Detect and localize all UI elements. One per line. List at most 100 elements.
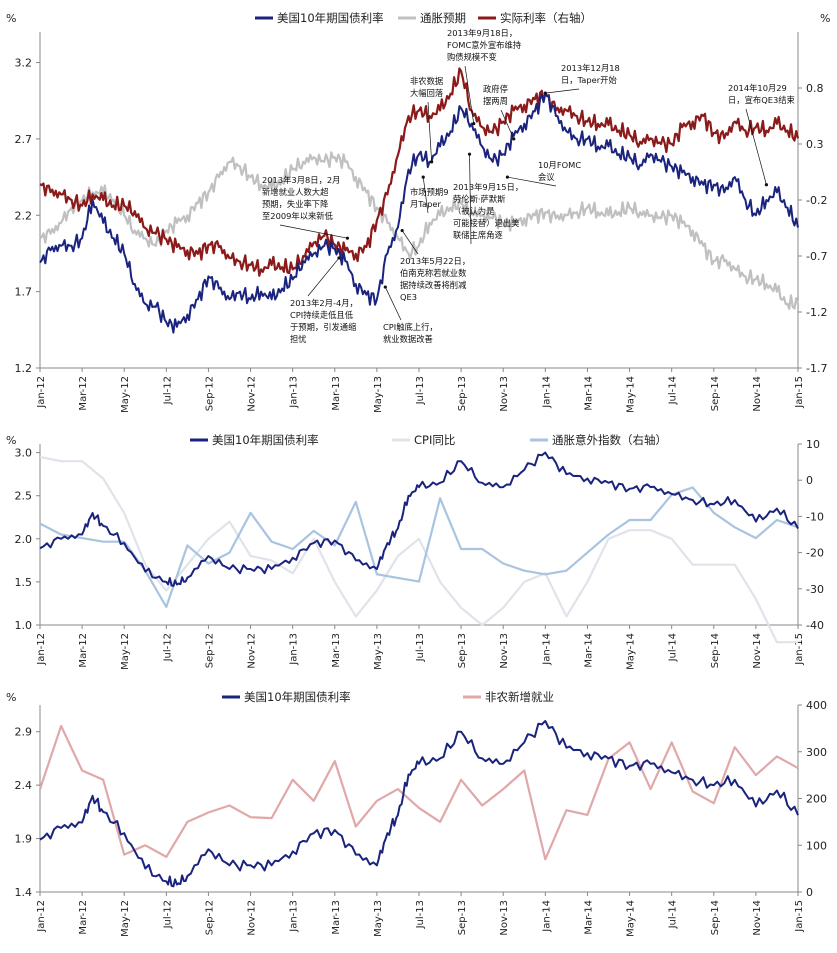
annotation-arrow <box>464 65 475 124</box>
right-tick-label: 300 <box>806 746 827 759</box>
x-tick-label: Jul-13 <box>415 633 426 662</box>
right-tick-label: 0.3 <box>806 138 824 151</box>
left-unit-label: % <box>6 12 16 25</box>
x-tick-label: Mar-13 <box>331 900 342 935</box>
right-tick-label: -1.7 <box>806 362 827 375</box>
legend-label: 实际利率（右轴） <box>500 11 592 25</box>
x-tick-label: Nov-13 <box>499 900 510 936</box>
annotation-text: 10月FOMC <box>538 160 581 170</box>
x-tick-label: Nov-13 <box>499 633 510 669</box>
series-line-2 <box>39 151 800 310</box>
left-unit-label: % <box>6 691 16 704</box>
annotation-text: 联储主席角逐 <box>453 230 503 240</box>
x-tick-label: May-14 <box>626 376 637 413</box>
annotation-arrow-head <box>764 183 769 187</box>
annotation-text: 2013年9月18日， <box>447 28 517 38</box>
right-tick-label: 0 <box>806 886 813 899</box>
left-tick-label: 1.0 <box>15 619 33 632</box>
annotation-arrow <box>745 108 767 185</box>
annotation-arrow <box>427 101 432 162</box>
right-tick-label: -30 <box>806 583 824 596</box>
x-tick-label: Jul-12 <box>162 633 173 662</box>
x-tick-label: May-12 <box>120 900 131 937</box>
left-tick-label: 2.5 <box>15 490 33 503</box>
x-tick-label: Sep-12 <box>204 900 215 935</box>
left-tick-label: 1.4 <box>15 886 33 899</box>
right-tick-label: 0 <box>806 474 813 487</box>
x-tick-label: Jul-14 <box>668 633 679 662</box>
annotation-arrow <box>384 286 402 321</box>
x-tick-label: Sep-13 <box>457 900 468 935</box>
legend-label: 美国10年期国债利率 <box>212 433 319 447</box>
right-tick-label: -40 <box>806 619 824 632</box>
annotation-arrow <box>507 176 557 187</box>
x-tick-label: Mar-14 <box>583 376 594 411</box>
left-tick-label: 2.0 <box>15 533 33 546</box>
annotation-text: 月Taper <box>410 199 441 209</box>
annotation-text: 新增就业人数大超 <box>262 187 329 197</box>
x-tick-label: Sep-12 <box>204 633 215 668</box>
right-tick-label: 10 <box>806 438 820 451</box>
x-tick-label: Sep-14 <box>710 900 721 935</box>
annotation-arrow-head <box>512 137 516 141</box>
x-tick-label: Sep-13 <box>457 633 468 668</box>
x-tick-label: Nov-12 <box>247 376 258 412</box>
annotation-arrow-head <box>337 256 341 260</box>
right-tick-label: 100 <box>806 839 827 852</box>
x-tick-label: Jul-14 <box>668 900 679 929</box>
annotation-text: CPI触底上行， <box>383 322 438 332</box>
annotation-text: 市场预期9 <box>410 187 448 197</box>
annotation-arrow-head <box>472 122 476 126</box>
legend-label: 通胀意外指数（右轴） <box>552 433 667 447</box>
annotation-text: 至2009年以来新低 <box>262 211 334 221</box>
x-tick-label: Mar-12 <box>78 376 89 411</box>
annotation-text: 预期，失业率下降 <box>262 199 329 209</box>
x-tick-label: May-14 <box>626 633 637 670</box>
right-tick-label: -0.2 <box>806 194 827 207</box>
left-unit-label: % <box>6 434 16 447</box>
x-tick-label: Jan-15 <box>794 376 805 409</box>
x-tick-label: Jul-12 <box>162 900 173 929</box>
x-tick-label: Jul-12 <box>162 376 173 405</box>
annotation-text: 伯南克称若就业数 <box>400 268 467 278</box>
annotation-text: 2014年10月29 <box>728 83 787 93</box>
annotation-arrow <box>422 177 429 214</box>
x-tick-label: Jul-14 <box>668 376 679 405</box>
x-tick-label: May-13 <box>373 376 384 413</box>
annotation-text: 大幅回落 <box>410 88 444 98</box>
series-line-3 <box>39 486 799 608</box>
x-tick-label: Sep-13 <box>457 376 468 411</box>
left-tick-label: 1.2 <box>15 362 33 375</box>
left-tick-label: 1.7 <box>15 286 33 299</box>
x-tick-label: Nov-14 <box>752 900 763 936</box>
annotation-text: 日，Taper开始 <box>561 75 617 85</box>
annotation-text: 可能接替）退出美 <box>453 218 519 228</box>
right-tick-label: -1.2 <box>806 306 827 319</box>
annotation-text: （被认为是 <box>453 206 495 216</box>
right-tick-label: -10 <box>806 510 824 523</box>
annotation-arrow-head <box>430 160 434 164</box>
annotation-text: 2013年3月8日，2月 <box>262 175 340 185</box>
legend-label: CPI同比 <box>414 433 455 447</box>
series-line-1 <box>39 720 799 888</box>
x-tick-label: Jan-13 <box>289 376 300 409</box>
annotation-text: 担忧 <box>290 334 307 344</box>
annotation-text: 2013年5月22日， <box>400 256 470 266</box>
annotation-arrow-head <box>467 152 472 156</box>
x-tick-label: Jul-13 <box>415 900 426 929</box>
right-tick-label: -0.7 <box>806 250 827 263</box>
left-tick-label: 2.2 <box>15 209 33 222</box>
x-tick-label: Mar-12 <box>78 900 89 935</box>
x-tick-label: Mar-12 <box>78 633 89 668</box>
x-tick-label: Jan-14 <box>541 633 552 666</box>
annotation-text: FOMC意外宣布维持 <box>447 40 521 50</box>
annotation-text: 购债规模不变 <box>447 52 497 62</box>
annotation-arrow <box>401 230 419 255</box>
left-tick-label: 2.9 <box>15 726 33 739</box>
x-tick-label: Jan-14 <box>541 900 552 933</box>
annotation-arrow <box>469 154 472 245</box>
annotation-arrow <box>307 257 340 297</box>
